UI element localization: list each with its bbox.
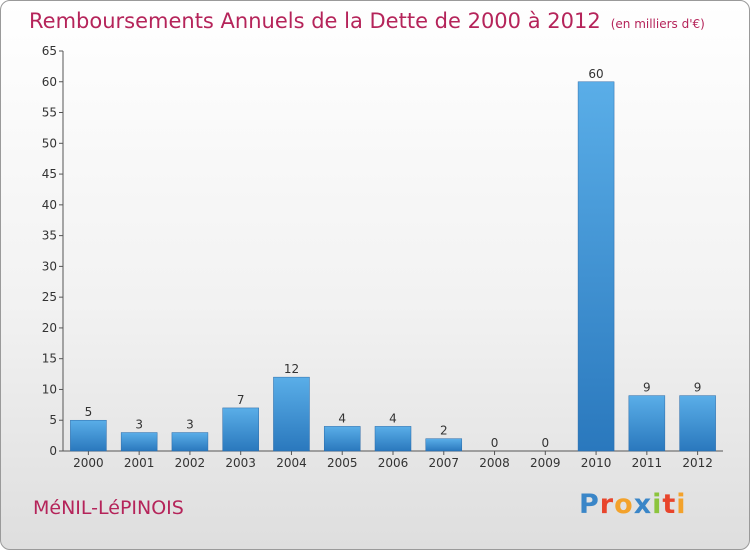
y-tick-label: 30 xyxy=(42,259,57,273)
bar-value-label: 12 xyxy=(284,362,299,376)
y-tick-label: 0 xyxy=(49,444,57,458)
bar-value-label: 2 xyxy=(440,424,448,438)
bar xyxy=(425,438,463,452)
logo-letter: P xyxy=(579,489,600,520)
y-tick-label: 45 xyxy=(42,167,57,181)
x-tick-label: 2004 xyxy=(276,456,307,470)
x-tick-label: 2002 xyxy=(175,456,206,470)
x-tick-label: 2008 xyxy=(479,456,510,470)
y-tick-label: 10 xyxy=(42,382,57,396)
bar-value-label: 9 xyxy=(694,381,702,395)
x-tick-label: 2011 xyxy=(632,456,663,470)
x-tick-label: 2012 xyxy=(682,456,713,470)
logo-letter: i xyxy=(652,489,663,520)
y-tick-label: 55 xyxy=(42,106,57,120)
bar xyxy=(323,426,361,452)
bar-value-label: 60 xyxy=(588,67,603,81)
x-tick-label: 2005 xyxy=(327,456,358,470)
y-tick-label: 15 xyxy=(42,352,57,366)
y-tick-label: 35 xyxy=(42,229,57,243)
bar xyxy=(273,376,310,452)
bar xyxy=(679,395,716,452)
y-tick-label: 5 xyxy=(49,413,57,427)
logo-letter: r xyxy=(599,489,615,520)
chart-bars xyxy=(70,81,716,452)
y-tick-label: 50 xyxy=(42,136,57,150)
bar-value-label: 0 xyxy=(491,436,499,450)
bar xyxy=(628,395,666,452)
x-tick-label: 2000 xyxy=(73,456,104,470)
x-tick-label: 2007 xyxy=(428,456,459,470)
logo-letter: x xyxy=(633,489,653,520)
chart-title-text: Remboursements Annuels de la Dette de 20… xyxy=(29,9,601,33)
bar xyxy=(222,407,259,452)
bar-value-label: 4 xyxy=(389,411,397,425)
x-tick-label: 2010 xyxy=(581,456,612,470)
bar xyxy=(577,81,615,452)
y-tick-label: 25 xyxy=(42,290,57,304)
chart-title: Remboursements Annuels de la Dette de 20… xyxy=(29,9,705,33)
logo-letter: o xyxy=(614,489,634,520)
commune-name: MéNIL-LéPINOIS xyxy=(33,497,184,519)
y-tick-label: 65 xyxy=(42,44,57,58)
x-tick-label: 2001 xyxy=(124,456,155,470)
chart-subtitle: (en milliers d'€) xyxy=(610,17,705,31)
bar-value-label: 9 xyxy=(643,381,651,395)
bar-value-label: 5 xyxy=(85,405,93,419)
bar xyxy=(171,432,209,452)
x-tick-label: 2009 xyxy=(530,456,561,470)
bar-value-label: 7 xyxy=(237,393,245,407)
bar xyxy=(120,432,158,452)
bar xyxy=(70,419,107,452)
chart-labels: 5 2000 3 2001 3 2002 7 2003 12 2004 4 2005 4 2006 2 200… xyxy=(73,67,713,470)
bar-value-label: 4 xyxy=(338,411,346,425)
bar xyxy=(374,426,412,452)
y-tick-label: 40 xyxy=(42,198,57,212)
logo-letter: i xyxy=(676,489,687,520)
bar-value-label: 0 xyxy=(541,436,549,450)
logo-letter: t xyxy=(662,489,677,520)
bar-value-label: 3 xyxy=(186,418,194,432)
y-tick-label: 20 xyxy=(42,321,57,335)
y-tick-label: 60 xyxy=(42,75,57,89)
x-tick-label: 2006 xyxy=(378,456,409,470)
proxiti-logo[interactable]: Proxiti xyxy=(579,489,687,520)
bar-value-label: 3 xyxy=(135,418,143,432)
x-tick-label: 2003 xyxy=(225,456,256,470)
